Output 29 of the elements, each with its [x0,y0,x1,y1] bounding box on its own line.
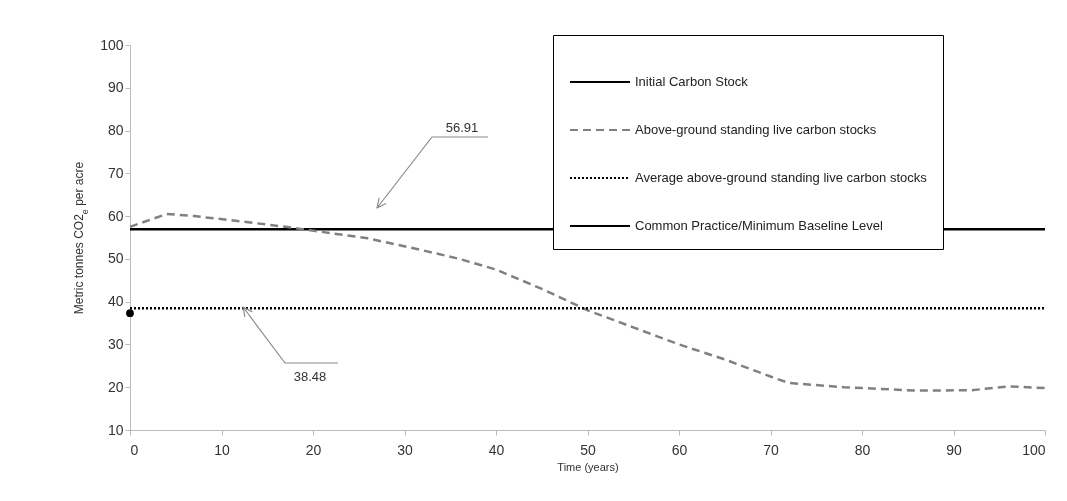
y-tick-label: 10 [107,421,124,438]
x-tick-label: 70 [763,441,779,458]
y-tick-label: 100 [100,36,124,53]
x-axis-title: Time (years) [557,460,619,473]
legend-label: Initial Carbon Stock [635,74,749,89]
x-tick-label: 40 [488,441,505,458]
x-tick-label: 20 [305,441,322,458]
y-tick-label: 30 [107,335,124,352]
annotation: 38.48 [293,369,327,384]
x-tick-label: 30 [397,441,413,458]
line-series [128,212,1047,392]
legend-label: Common Practice/Minimum Baseline Level [635,218,883,233]
y-tick-label: 80 [107,122,124,139]
y-tick-label: 50 [107,250,124,267]
x-tick-label: 100 [1022,441,1046,458]
x-tick-label: 90 [946,441,962,458]
x-tick-label: 50 [580,441,596,458]
x-tick-label: 60 [671,441,688,458]
x-tick-label: 0 [130,441,139,458]
y-tick-label: 40 [107,293,124,310]
x-tick-label: 80 [854,441,871,458]
annotation: 56.91 [445,120,479,135]
y-tick-label: 20 [107,378,124,395]
y-tick-label: 70 [107,164,124,181]
x-tick-label: 10 [214,441,230,458]
legend-label: Above-ground standing live carbon stocks [635,122,877,137]
y-tick-label: 90 [107,79,124,96]
legend-label: Average above-ground standing live carbon stocks [635,170,928,185]
y-tick-label: 60 [107,207,124,224]
